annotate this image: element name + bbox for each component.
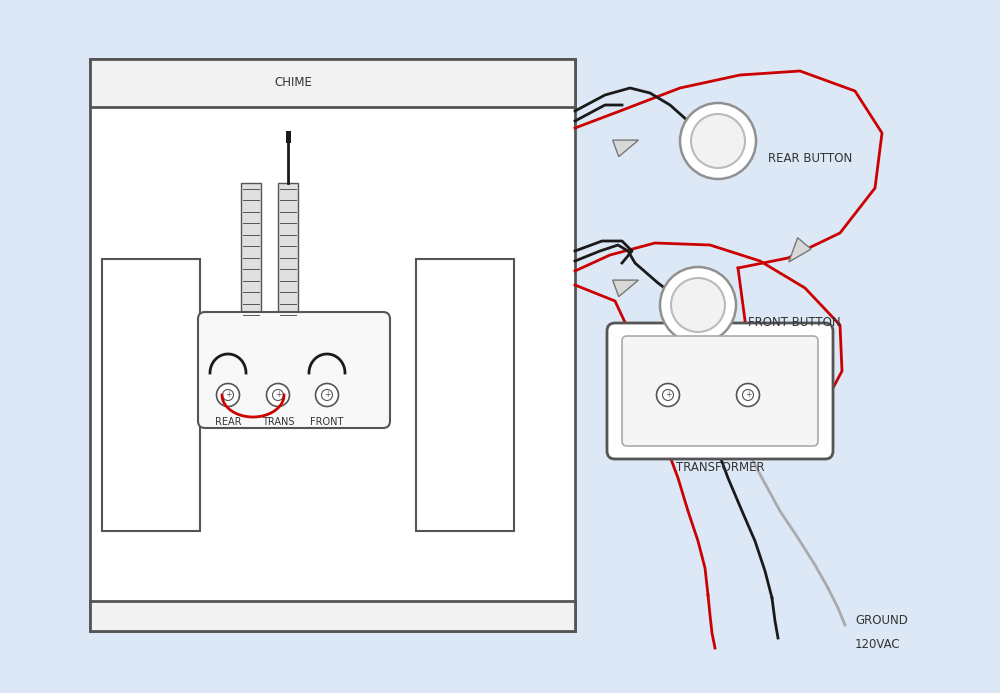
Circle shape <box>671 278 725 332</box>
Circle shape <box>736 383 760 407</box>
Text: REAR: REAR <box>215 417 241 427</box>
FancyBboxPatch shape <box>278 183 298 321</box>
Polygon shape <box>613 140 638 157</box>
Text: CHIME: CHIME <box>275 76 313 89</box>
Circle shape <box>272 389 284 401</box>
Circle shape <box>216 383 240 407</box>
Circle shape <box>316 383 338 407</box>
Circle shape <box>266 383 290 407</box>
Text: FRONT: FRONT <box>310 417 344 427</box>
FancyBboxPatch shape <box>607 323 833 459</box>
FancyBboxPatch shape <box>90 601 575 631</box>
Text: TRANS: TRANS <box>262 417 294 427</box>
Circle shape <box>691 114 745 168</box>
FancyBboxPatch shape <box>90 59 575 107</box>
FancyBboxPatch shape <box>241 183 261 321</box>
FancyBboxPatch shape <box>102 259 200 531</box>
Text: GROUND: GROUND <box>855 615 908 627</box>
Text: +: + <box>275 390 281 399</box>
Circle shape <box>656 383 680 407</box>
Text: FRONT BUTTON: FRONT BUTTON <box>748 317 841 329</box>
Circle shape <box>322 389 332 401</box>
FancyBboxPatch shape <box>286 131 290 143</box>
FancyBboxPatch shape <box>198 312 390 428</box>
Polygon shape <box>789 238 811 262</box>
Text: +: + <box>225 390 231 399</box>
FancyBboxPatch shape <box>416 259 514 531</box>
Circle shape <box>742 389 754 401</box>
Text: TRANSFORMER: TRANSFORMER <box>676 461 764 474</box>
Text: +: + <box>324 390 330 399</box>
FancyBboxPatch shape <box>622 336 818 446</box>
Polygon shape <box>613 280 638 297</box>
Circle shape <box>662 389 674 401</box>
FancyBboxPatch shape <box>90 59 575 631</box>
Circle shape <box>222 389 233 401</box>
Text: +: + <box>745 390 751 399</box>
Text: +: + <box>665 390 671 399</box>
Text: REAR BUTTON: REAR BUTTON <box>768 152 852 166</box>
Circle shape <box>680 103 756 179</box>
Circle shape <box>660 267 736 343</box>
Text: 120VAC: 120VAC <box>855 638 901 651</box>
